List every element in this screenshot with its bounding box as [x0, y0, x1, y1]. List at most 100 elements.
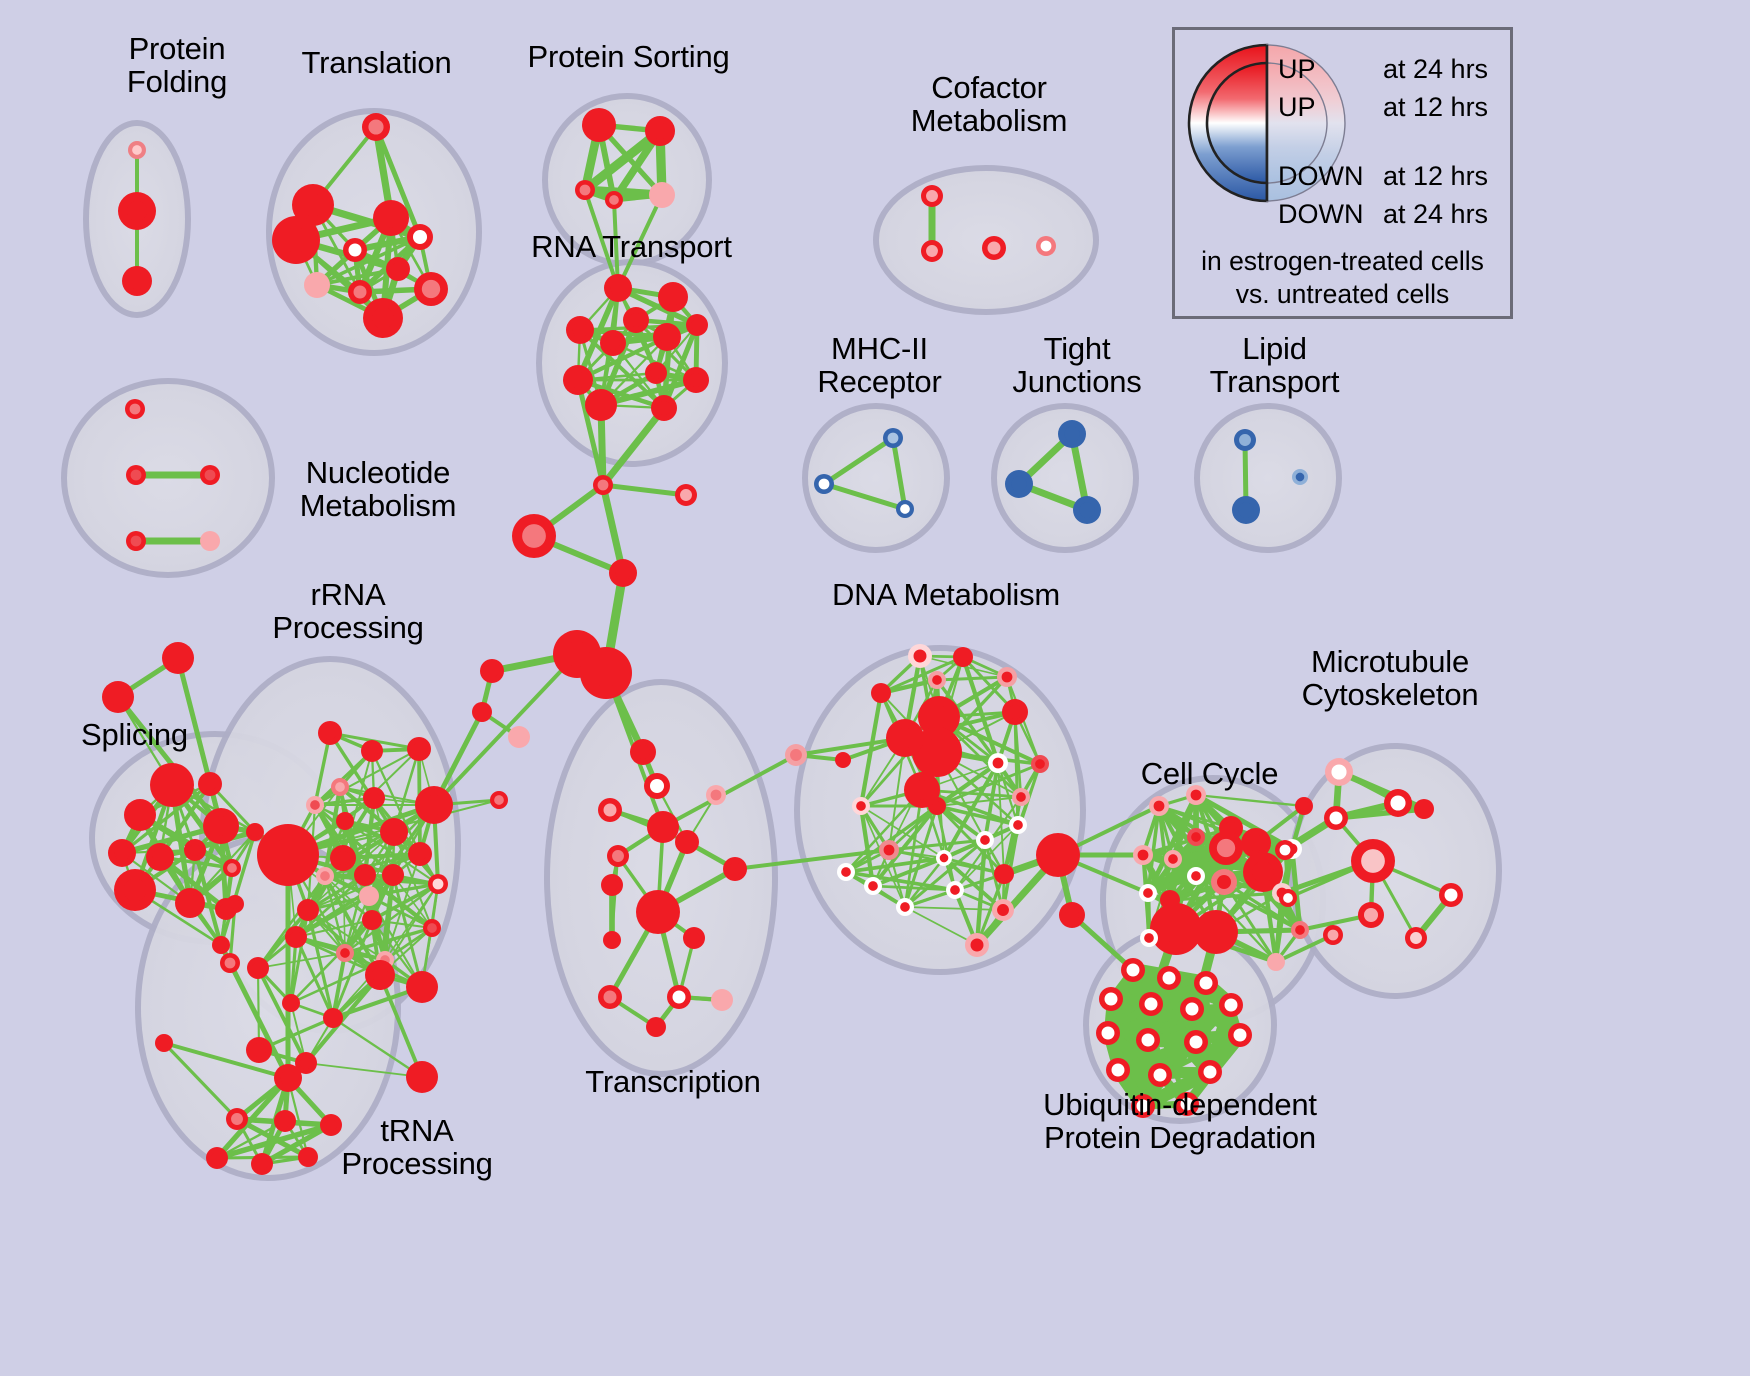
network-edge [373, 124, 423, 240]
gene-node-inner-disc [569, 371, 587, 389]
gene-node-inner-disc [231, 1113, 243, 1125]
gene-node-inner-disc [129, 403, 141, 415]
gene-node-inner-disc [856, 801, 866, 811]
gene-node-inner-disc [1361, 849, 1385, 873]
gene-node-inner-disc [340, 948, 350, 958]
network-edge [306, 908, 335, 1020]
gene-node-inner-disc [1271, 957, 1281, 967]
network-edge [661, 322, 700, 411]
gene-node-inner-disc [1299, 801, 1309, 811]
cluster-label-dna-metabolism: DNA Metabolism [831, 577, 1061, 612]
gene-node-inner-disc [656, 400, 672, 416]
gene-node-inner-disc [1144, 997, 1158, 1011]
network-edge [383, 926, 434, 962]
gene-node-inner-disc [128, 272, 146, 290]
network-edge [844, 788, 924, 874]
cluster-label-lipid-transport: Lipid Transport [1209, 331, 1340, 400]
network-edge [256, 966, 308, 1065]
network-edge [331, 918, 374, 1020]
network-edge [611, 341, 698, 382]
gene-node-inner-disc [1189, 1035, 1203, 1049]
cluster-label-tight-junctions: Tight Junctions [1012, 331, 1142, 400]
legend-state-2: DOWN [1278, 161, 1364, 191]
legend-caption-line2: vs. untreated cells [1235, 279, 1450, 309]
gene-node-inner-disc [1007, 704, 1023, 720]
gene-node-inner-disc [609, 195, 619, 205]
network-edge [305, 1062, 423, 1078]
gene-node-inner-disc [987, 241, 1001, 255]
network-edge [935, 804, 957, 892]
cluster-label-cofactor-metabolism: Cofactor Metabolism [910, 70, 1068, 139]
gene-node-inner-disc [680, 835, 694, 849]
gene-node-inner-disc [650, 367, 662, 379]
gene-node-inner-disc [610, 280, 626, 296]
gene-node-inner-disc [152, 849, 168, 865]
network-edge [289, 935, 298, 1005]
gene-node-inner-disc [1329, 811, 1343, 825]
network-edge [162, 1041, 290, 1080]
cluster-label-splicing: Splicing [81, 717, 188, 752]
gene-node-inner-disc [1153, 800, 1165, 812]
network-edge [256, 966, 261, 1052]
gene-node-inner-disc [1136, 1099, 1150, 1113]
gene-node-inner-disc [1233, 1028, 1247, 1042]
cluster-label-protein-sorting: Protein Sorting [527, 39, 730, 74]
gene-node-inner-disc [204, 469, 216, 481]
gene-node-inner-disc [204, 535, 216, 547]
gene-node-inner-disc [1104, 992, 1118, 1006]
gene-node-inner-disc [368, 119, 384, 135]
gene-node-inner-disc [310, 800, 320, 810]
gene-node-inner-disc [900, 504, 910, 514]
network-edge [323, 874, 440, 886]
gene-node-inner-disc [126, 200, 148, 222]
gene-node-inner-disc [615, 565, 631, 581]
network-edge [219, 830, 257, 947]
network-edge [294, 935, 335, 1020]
network-edge [871, 804, 939, 888]
gene-node-inner-disc [309, 277, 325, 293]
gene-node-inner-disc [283, 227, 309, 253]
gene-node-inner-disc [1295, 472, 1305, 482]
network-edge [616, 193, 664, 290]
network-edge [1141, 826, 1233, 857]
network-edge [612, 198, 620, 290]
network-edge [315, 235, 422, 287]
legend-caption-line1: in estrogen-treated cells [1201, 246, 1484, 276]
network-edge [858, 803, 876, 889]
network-edge [599, 481, 627, 577]
network-edge [575, 377, 606, 488]
gene-node-inner-disc [1247, 834, 1265, 852]
gene-node-inner-disc [1101, 1026, 1115, 1040]
network-edge [324, 875, 373, 921]
network-edge [367, 882, 440, 898]
network-edge [295, 919, 373, 938]
gene-node-inner-disc [923, 738, 951, 766]
network-edge [432, 652, 579, 807]
gene-node-inner-disc [366, 745, 378, 757]
gene-node-inner-disc [612, 850, 624, 862]
gene-node-inner-disc [230, 899, 240, 909]
gene-node-inner-disc [323, 726, 337, 740]
network-edge [844, 870, 957, 892]
gene-node-inner-disc [605, 335, 621, 351]
gene-node-inner-disc [522, 524, 546, 548]
gene-node-inner-disc [252, 962, 264, 974]
gene-node-inner-disc [603, 803, 617, 817]
gene-node-inner-disc [1144, 933, 1154, 943]
gene-node-inner-disc [572, 322, 588, 338]
gene-node-inner-disc [1204, 920, 1228, 944]
gene-node-inner-disc [926, 190, 938, 202]
gene-node-inner-disc [485, 664, 499, 678]
gene-node-inner-disc [1327, 929, 1339, 941]
network-edge [935, 678, 1000, 765]
network-edge [844, 856, 946, 874]
gene-node-inner-disc [997, 904, 1009, 916]
cluster-label-mhc-ii: MHC-II Receptor [817, 331, 942, 400]
gene-node-inner-disc [371, 966, 389, 984]
gene-node-inner-disc [672, 990, 686, 1004]
cluster-label-nucleotide-metabolism: Nucleotide Metabolism [299, 455, 457, 524]
gene-node-inner-disc [728, 862, 742, 876]
gene-node-inner-disc [359, 869, 371, 881]
gene-node-inner-disc [1180, 1097, 1194, 1111]
gene-node-inner-disc [1064, 907, 1080, 923]
